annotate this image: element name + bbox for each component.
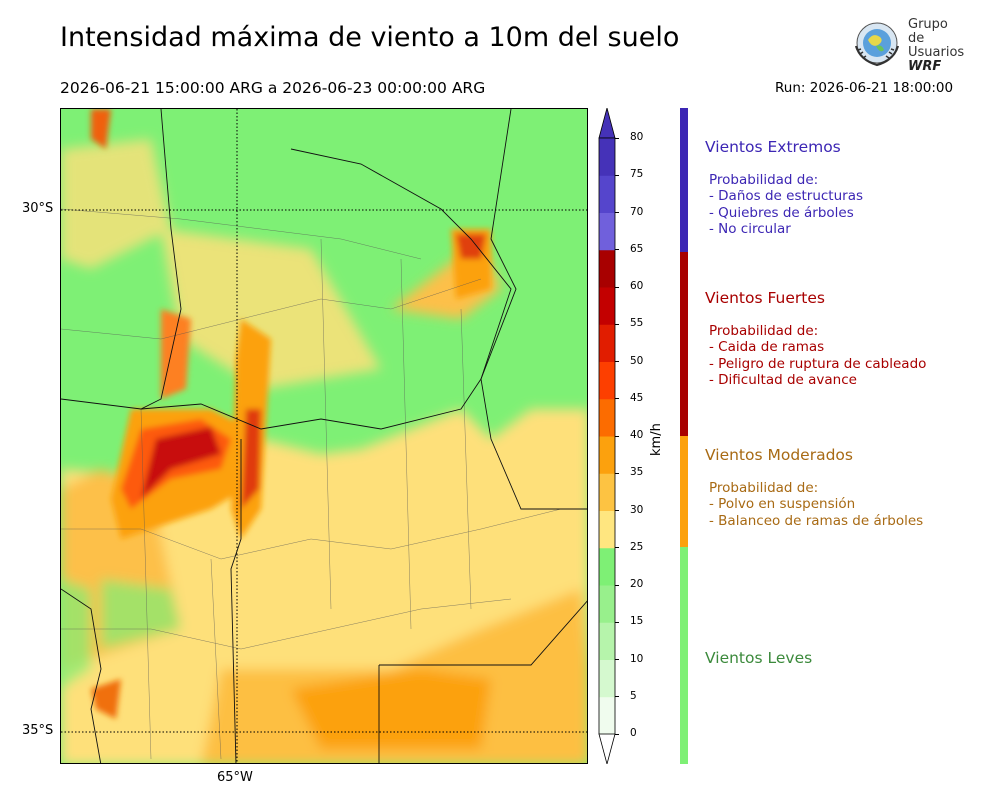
colorbar-tick-mark [615, 659, 619, 660]
colorbar-segment [599, 287, 615, 325]
category-title-fuertes: Vientos Fuertes [705, 289, 825, 307]
colorbar-segment [599, 510, 615, 549]
globe-seal-icon [854, 22, 900, 67]
category-desc-moderados: Probabilidad de: - Polvo en suspensión -… [709, 480, 924, 529]
colorbar-tick-label: 80 [630, 131, 644, 143]
colorbar-tick-mark [615, 137, 619, 139]
colorbar-tick-label: 55 [630, 317, 644, 330]
colorbar-extend-bottom [598, 733, 616, 766]
colorbar-tick-mark [615, 286, 619, 288]
colorbar-segment [599, 585, 615, 623]
colorbar-tick-mark [615, 398, 619, 400]
colorbar-tick-label: 60 [630, 280, 644, 292]
colorbar-tick-mark [615, 435, 619, 437]
colorbar-segment [599, 249, 615, 288]
colorbar-tick-label: 40 [630, 429, 644, 441]
lon-label-65w: 65°W [217, 770, 253, 785]
colorbar-tick-mark [615, 249, 619, 251]
wind-map [60, 108, 588, 764]
logo-text: Grupo de Usuarios WRF [908, 17, 965, 74]
colorbar-tick-mark [615, 584, 619, 586]
category-bar-extremos [680, 108, 688, 252]
colorbar-segment [599, 361, 615, 400]
colorbar-segment [599, 324, 615, 362]
colorbar-tick-label: 70 [630, 205, 644, 218]
lat-label-30s: 30°S [22, 201, 54, 216]
colorbar-tick-label: 65 [630, 242, 644, 255]
colorbar-tick-mark [615, 472, 619, 474]
colorbar-segment [599, 175, 615, 213]
colorbar-extend-top [598, 106, 616, 139]
category-desc-extremos: Probabilidad de: - Daños de estructuras … [709, 172, 864, 237]
colorbar-segment [599, 547, 615, 586]
colorbar-tick-label: 20 [630, 578, 644, 590]
colorbar-segment [599, 436, 615, 474]
colorbar-segment [599, 659, 615, 698]
colorbar-tick-label: 50 [630, 354, 644, 367]
category-bar-fuertes [680, 252, 688, 436]
run-time: Run: 2026-06-21 18:00:00 [775, 80, 954, 96]
colorbar-tick-label: 30 [630, 503, 644, 516]
colorbar-tick-label: 15 [630, 615, 644, 628]
colorbar-tick-label: 45 [630, 391, 644, 404]
lat-label-35s: 35°S [22, 723, 54, 738]
page-title: Intensidad máxima de viento a 10m del su… [60, 22, 680, 53]
category-title-extremos: Vientos Extremos [705, 138, 841, 156]
wind-field-svg [61, 109, 587, 763]
colorbar-tick-mark [615, 510, 619, 511]
category-bar-leves [680, 547, 688, 764]
colorbar-tick-mark [615, 621, 619, 623]
colorbar-tick-mark [615, 212, 619, 213]
colorbar-segment [599, 622, 615, 660]
colorbar-tick-label: 10 [630, 652, 644, 665]
colorbar-tick-mark [615, 323, 619, 325]
colorbar-tick-mark [615, 547, 619, 549]
colorbar-segment [599, 398, 615, 437]
colorbar-tick-label: 0 [630, 727, 637, 739]
colorbar-tick-mark [615, 733, 619, 735]
colorbar-tick-mark [615, 361, 619, 362]
category-title-leves: Vientos Leves [705, 649, 813, 667]
category-desc-fuertes: Probabilidad de: - Caida de ramas - Peli… [709, 323, 927, 388]
colorbar-segment [599, 696, 615, 735]
category-title-moderados: Vientos Moderados [705, 446, 853, 464]
category-bar-moderados [680, 436, 688, 547]
colorbar-segment [599, 473, 615, 511]
colorbar-segment [599, 138, 615, 176]
forecast-period: 2026-06-21 15:00:00 ARG a 2026-06-23 00:… [60, 79, 486, 97]
colorbar-unit: km/h [649, 423, 664, 456]
colorbar-tick-label: 35 [630, 466, 644, 479]
logo: Grupo de Usuarios WRF [848, 16, 968, 74]
colorbar-tick-mark [615, 696, 619, 698]
colorbar-tick-mark [615, 174, 619, 176]
colorbar-tick-label: 25 [630, 540, 644, 553]
colorbar-tick-label: 5 [630, 689, 637, 702]
colorbar-tick-label: 75 [630, 168, 644, 181]
colorbar-segment [599, 212, 615, 251]
